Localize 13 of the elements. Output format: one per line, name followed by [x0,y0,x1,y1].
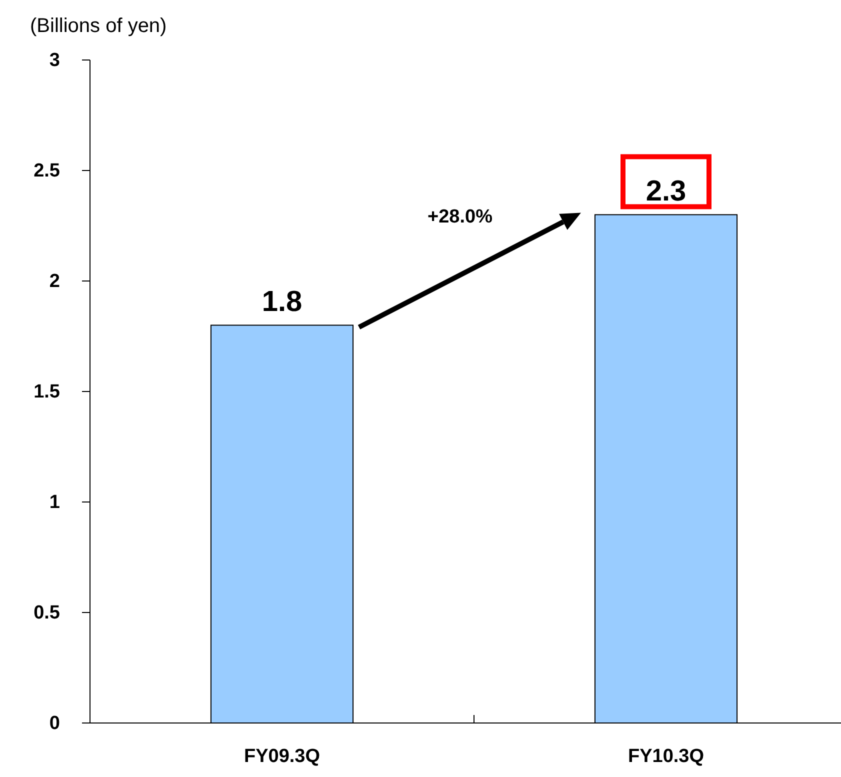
y-tick-label: 2 [49,271,60,292]
y-tick-label: 0.5 [34,602,60,624]
annotation: +28.0% [428,206,493,228]
data-label: 2.3 [646,176,686,208]
y-tick-label: 1 [49,492,60,514]
y-tick-label: 2.5 [34,160,60,182]
y-tick-label: 3 [49,50,60,72]
y-tick-label: 1.5 [34,382,60,403]
data-label: 1.8 [262,286,302,318]
y-tick-label: 0 [49,713,60,734]
x-tick-label: FY10.3Q [628,746,704,768]
y-axis-title: (Billions of yen) [30,15,167,37]
x-tick-label: FY09.3Q [244,746,320,768]
